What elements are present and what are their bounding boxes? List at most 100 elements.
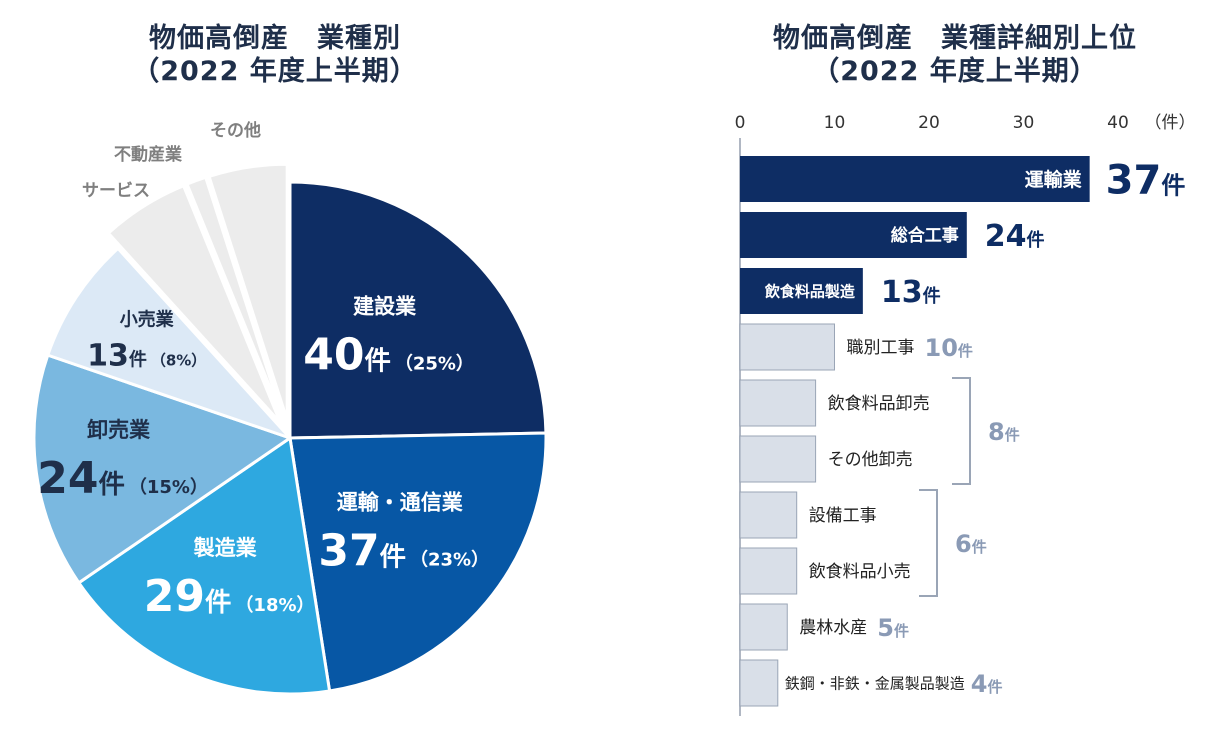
pie-value-percent: （8%） <box>151 352 206 370</box>
x-tick-label: 40 <box>1107 113 1129 133</box>
x-tick-label: 30 <box>1013 113 1035 133</box>
pie-value-unit: 件 <box>364 345 390 376</box>
pie-label-group-2: 運輸・通信業 37件 （23%） <box>318 490 489 576</box>
bar-2 <box>740 212 967 258</box>
bar-4 <box>739 323 835 371</box>
pie-value-percent: （15%） <box>129 477 208 498</box>
bar-1 <box>740 156 1090 202</box>
bar-value-unit: 件 <box>894 622 909 640</box>
group-bracket <box>952 377 971 485</box>
pie-slice-1 <box>288 180 548 440</box>
bar-8 <box>739 547 798 595</box>
pie-value-number: 40 <box>303 329 364 380</box>
bar-10 <box>739 659 779 707</box>
pie-slice-name: 運輸・通信業 <box>337 490 464 514</box>
group-value-label: 6件 <box>955 530 987 558</box>
bar-9 <box>739 603 788 651</box>
bar-value-number: 37 <box>1106 157 1162 203</box>
bar-value-unit: 件 <box>988 678 1003 696</box>
bar-value-number: 4 <box>971 670 988 698</box>
bar-category-label: 飲食料品卸売 <box>828 394 930 414</box>
x-tick-label: 20 <box>918 113 940 133</box>
pie-slice-name: 建設業 <box>353 294 417 318</box>
pie-slice-value: 13件 （8%） <box>87 339 206 374</box>
pie-slice-name: 小売業 <box>120 309 175 331</box>
bar-chart-title: 物価高倒産 業種詳細別上位 （2022 年度上半期） <box>720 22 1190 88</box>
bar-value-label: 37件 <box>1106 157 1186 203</box>
pie-slice-name: 製造業 <box>193 536 258 560</box>
pie-slice-value: 29件 （18%） <box>144 571 315 622</box>
bar-3 <box>740 268 863 314</box>
bar-value-number: 13 <box>881 275 923 310</box>
bar-value-label: 10件 <box>925 334 973 362</box>
pie-slice-value: 40件 （25%） <box>303 329 474 380</box>
x-tick-label: 0 <box>735 113 746 133</box>
bar-value-number: 5 <box>877 614 894 642</box>
bar-value-label: 13件 <box>881 275 941 310</box>
bar-6 <box>739 435 817 483</box>
pie-slice-value: 24件 （15%） <box>37 453 208 504</box>
pie-slice-6 <box>106 183 282 424</box>
pie-label-group-5: 小売業 13件 （8%） <box>87 309 206 374</box>
group-value-label: 8件 <box>988 418 1020 446</box>
pie-value-percent: （18%） <box>235 595 314 616</box>
bar-7 <box>739 491 798 539</box>
pie-value-unit: 件 <box>129 349 147 371</box>
pie-value-number: 37 <box>318 525 379 576</box>
pie-value-unit: 件 <box>98 469 124 500</box>
pie-slice-5 <box>45 246 292 440</box>
pie-value-percent: （23%） <box>410 549 489 570</box>
pie-title-line1: 物価高倒産 業種別 <box>149 23 401 54</box>
pie-label-group-4: 卸売業 24件 （15%） <box>37 418 208 504</box>
pie-slice-4 <box>32 353 294 585</box>
x-tick-label: 10 <box>824 113 846 133</box>
bar-category-label: 飲食料品製造 <box>764 282 855 300</box>
pie-slice-name: 卸売業 <box>87 418 151 442</box>
bar-value-unit: 件 <box>958 342 973 360</box>
pie-slice-3 <box>76 435 332 696</box>
pie-value-number: 13 <box>87 339 129 374</box>
pie-value-unit: 件 <box>205 587 231 618</box>
x-axis-unit: （件） <box>1145 113 1196 133</box>
pie-title-line2: （2022 年度上半期） <box>132 56 418 87</box>
bar-5 <box>739 379 817 427</box>
bar-category-label: 運輸業 <box>1025 168 1083 191</box>
bar-value-unit: 件 <box>1027 229 1045 251</box>
pie-label-group-3: 製造業 29件 （18%） <box>144 536 315 622</box>
pie-outside-label-8: その他 <box>210 120 261 141</box>
bar-category-label: 飲食料品小売 <box>809 562 911 582</box>
pie-value-unit: 件 <box>380 541 406 572</box>
bar-value-label: 24件 <box>985 219 1045 254</box>
pie-label-group-1: 建設業 40件 （25%） <box>303 294 474 380</box>
pie-value-number: 24 <box>37 453 98 504</box>
bar-title-line1: 物価高倒産 業種詳細別上位 <box>773 23 1137 54</box>
pie-value-number: 29 <box>144 571 205 622</box>
bar-category-label: 鉄鋼・非鉄・金属製品製造 <box>785 674 965 692</box>
pie-slice-value: 37件 （23%） <box>318 525 489 576</box>
bar-value-unit: 件 <box>1161 171 1185 199</box>
bar-value-number: 10 <box>925 334 958 362</box>
bar-category-label: 職別工事 <box>847 338 915 358</box>
group-value-unit: 件 <box>972 538 987 556</box>
group-bracket <box>919 489 938 597</box>
pie-slice-8 <box>207 162 289 421</box>
bar-value-number: 24 <box>985 219 1027 254</box>
bar-category-label: その他卸売 <box>828 450 913 470</box>
pie-slice-7 <box>185 175 286 422</box>
pie-value-percent: （25%） <box>395 353 474 374</box>
group-value-unit: 件 <box>1005 426 1020 444</box>
bar-value-label: 5件 <box>877 614 909 642</box>
bar-title-line2: （2022 年度上半期） <box>812 56 1098 87</box>
bar-value-unit: 件 <box>923 285 941 307</box>
pie-chart-title: 物価高倒産 業種別 （2022 年度上半期） <box>60 22 490 88</box>
bar-category-label: 総合工事 <box>891 225 959 246</box>
pie-outside-label-6: サービス <box>82 181 150 201</box>
group-value-number: 6 <box>955 530 972 558</box>
bar-category-label: 農林水産 <box>799 618 867 638</box>
bar-value-label: 4件 <box>971 670 1003 698</box>
pie-outside-label-7: 不動産業 <box>114 144 182 165</box>
bar-category-label: 設備工事 <box>809 506 877 526</box>
pie-slice-2 <box>288 431 548 693</box>
